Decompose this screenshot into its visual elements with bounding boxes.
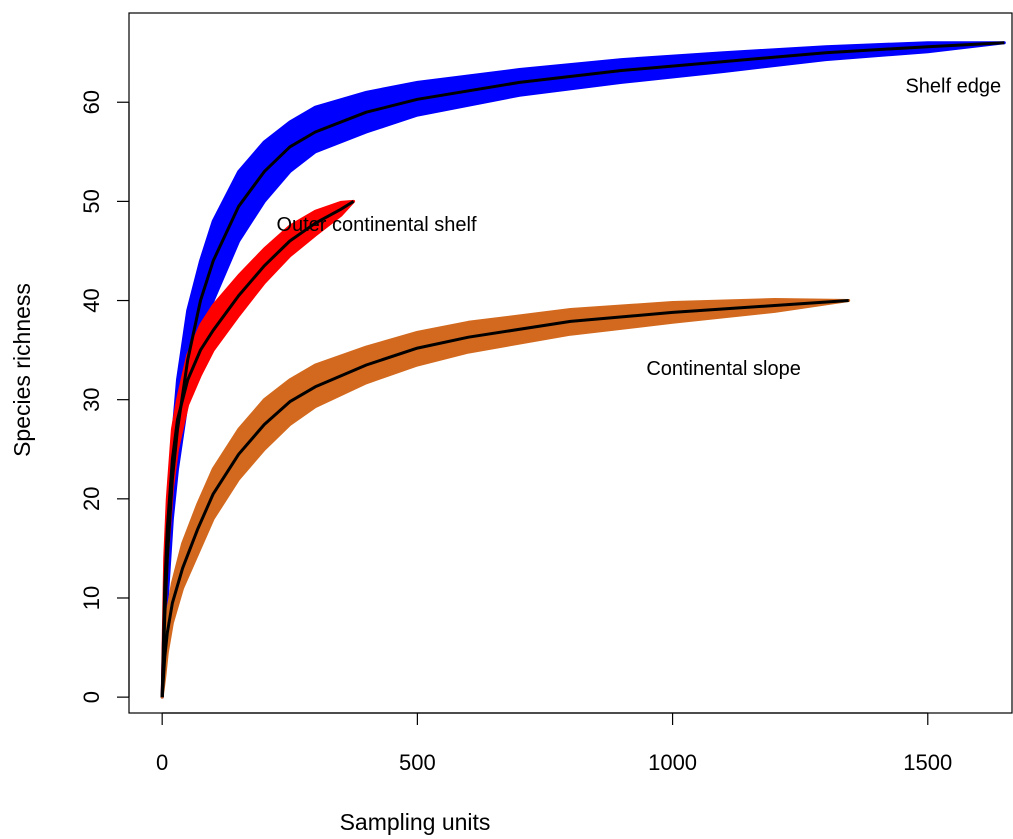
- y-axis-label: Species richness: [9, 283, 35, 457]
- x-tick-label: 0: [156, 750, 168, 775]
- y-axis: 0 10 20 30 40 50 60: [79, 90, 130, 703]
- continental-slope-label: Continental slope: [646, 358, 801, 380]
- x-tick-label: 1500: [903, 750, 952, 775]
- series-labels: Shelf edge Outer continental shelf Contine…: [276, 75, 1001, 380]
- shelf-edge-line: [160, 41, 1005, 698]
- y-tick-label: 60: [79, 90, 104, 114]
- x-axis: 0 500 1000 1500: [156, 712, 952, 775]
- y-tick-label: 20: [79, 487, 104, 511]
- outer-continental-shelf-line: [160, 200, 355, 698]
- series-lines: [160, 41, 1005, 698]
- y-tick-label: 30: [79, 387, 104, 411]
- continental-slope-line: [160, 299, 849, 698]
- x-tick-label: 1000: [648, 750, 697, 775]
- x-tick-label: 500: [399, 750, 436, 775]
- outer-continental-shelf-label: Outer continental shelf: [276, 214, 477, 236]
- y-tick-label: 40: [79, 288, 104, 312]
- y-tick-label: 10: [79, 586, 104, 610]
- y-tick-label: 0: [79, 691, 104, 703]
- x-axis-label: Sampling units: [340, 809, 491, 835]
- shelf-edge-label: Shelf edge: [905, 75, 1001, 97]
- y-tick-label: 50: [79, 189, 104, 213]
